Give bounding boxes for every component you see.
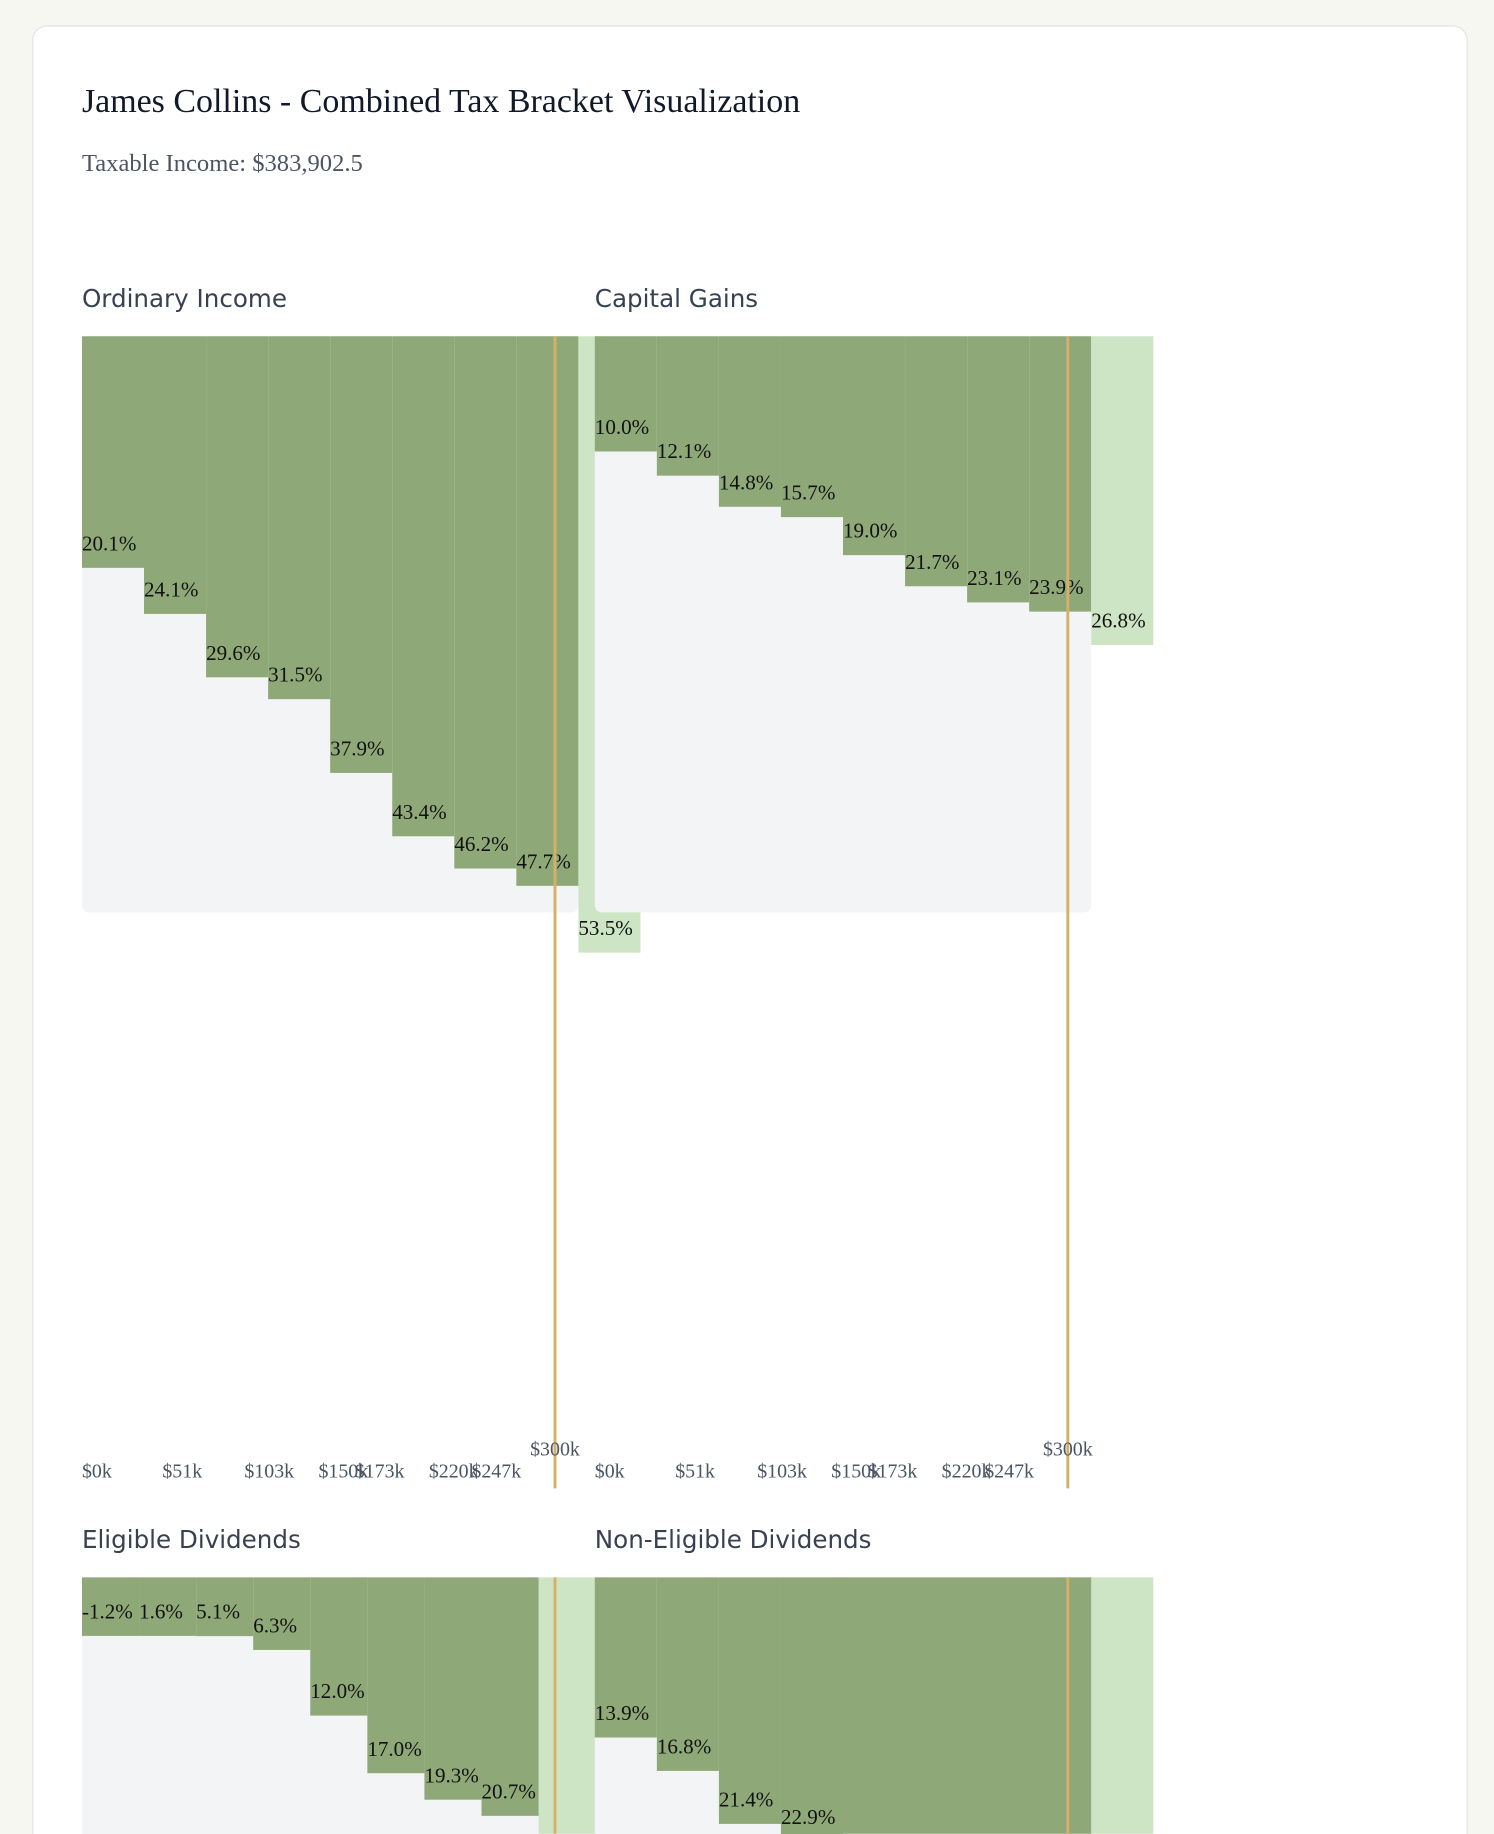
x-tick-label: $0k: [82, 1461, 112, 1483]
x-tick-label: $150k: [318, 1461, 368, 1483]
bar-label: 19.0%: [843, 519, 897, 543]
bracket-bar: [843, 336, 906, 556]
bracket-bar: [367, 1577, 425, 1774]
panel-title: Non-Eligible Dividends: [595, 1525, 872, 1554]
bracket-bar: [905, 336, 968, 587]
x-tick-label: $173k: [868, 1461, 918, 1483]
bar-label: 1.6%: [139, 1599, 183, 1623]
panel-title: Ordinary Income: [82, 284, 287, 313]
x-tick-label: $103k: [757, 1461, 807, 1483]
panel-title: Eligible Dividends: [82, 1525, 301, 1554]
bar-label: 19.3%: [424, 1763, 478, 1787]
bar-label: 24.1%: [144, 578, 198, 602]
x-tick-label: $220k: [942, 1461, 992, 1483]
bar-label: 23.1%: [967, 566, 1021, 590]
bar-label: -1.2%: [82, 1599, 133, 1623]
bracket-bar: [268, 336, 331, 700]
bar-label: 29.6%: [206, 641, 260, 665]
bar-label: 37.9%: [330, 736, 384, 760]
top-bracket: [1091, 1577, 1154, 1834]
bracket-bar: [780, 336, 844, 518]
bar-label: 31.5%: [268, 663, 322, 687]
bar-label: 21.7%: [905, 550, 959, 574]
bracket-bar: [206, 336, 269, 678]
bar-label: 13.9%: [595, 1701, 649, 1725]
bar-label: 20.7%: [482, 1779, 536, 1803]
bracket-bar: [253, 1577, 311, 1650]
bracket-bar: [481, 1577, 539, 1816]
bracket-bar: [967, 336, 1030, 603]
bar-label: 23.9%: [1029, 575, 1083, 599]
bracket-bar: [454, 336, 517, 869]
x-tick-label: $247k: [471, 1461, 521, 1483]
bracket-bar: [424, 1577, 482, 1800]
bar-label: 6.3%: [253, 1614, 297, 1638]
bar-label: 26.8%: [1091, 609, 1145, 633]
x-tick-label: $150k: [831, 1461, 881, 1483]
bar-label: 43.4%: [392, 800, 446, 824]
bracket-bar: [594, 336, 657, 452]
x-tick-label: $220k: [429, 1461, 479, 1483]
bar-label: 22.9%: [781, 1805, 835, 1829]
bracket-bar: [196, 1577, 254, 1637]
bar-label: 17.0%: [367, 1737, 421, 1761]
x-tick-label: $0k: [595, 1461, 625, 1483]
bracket-area: [843, 1577, 1092, 1834]
bar-label: 12.1%: [657, 439, 711, 463]
bracket-bar: [81, 336, 145, 568]
panel-title: Capital Gains: [595, 284, 758, 313]
bracket-bar: [1091, 336, 1154, 646]
bracket-bar: [144, 336, 207, 614]
subtitle: Taxable Income: $383,902.5: [82, 150, 363, 177]
bracket-bar: [310, 1577, 368, 1716]
bar-label: 10.0%: [595, 415, 649, 439]
bracket-bar: [656, 1577, 719, 1771]
bracket-bar: [139, 1577, 197, 1636]
x-tick-label: $247k: [984, 1461, 1034, 1483]
bracket-bar: [594, 1577, 657, 1738]
bracket-bar: [718, 1577, 781, 1824]
bracket-bar: [330, 336, 393, 773]
marker-label: $300k: [1043, 1438, 1093, 1460]
bracket-bar: [780, 1577, 844, 1834]
top-bracket: [538, 1577, 596, 1834]
x-tick-label: $103k: [244, 1461, 294, 1483]
bracket-bar: [392, 336, 455, 837]
bar-label: 47.7%: [516, 849, 570, 873]
bar-label: 14.8%: [719, 470, 773, 494]
bar-label: 15.7%: [781, 481, 835, 505]
bracket-bar: [516, 336, 579, 886]
bar-label: 53.5%: [578, 916, 632, 940]
bracket-bar: [81, 1577, 140, 1636]
bracket-bar: [718, 336, 781, 507]
bracket-bar: [1029, 336, 1092, 612]
bar-label: 16.8%: [657, 1734, 711, 1758]
x-tick-label: $173k: [355, 1461, 405, 1483]
bracket-bar: [656, 336, 719, 476]
bar-label: 20.1%: [82, 531, 136, 555]
bar-label: 46.2%: [454, 832, 508, 856]
x-tick-label: $51k: [162, 1461, 202, 1483]
bar-label: 21.4%: [719, 1787, 773, 1811]
x-tick-label: $51k: [675, 1461, 715, 1483]
bar-label: 12.0%: [310, 1679, 364, 1703]
marker-label: $300k: [530, 1438, 580, 1460]
page-title: James Collins - Combined Tax Bracket Vis…: [82, 83, 800, 120]
bar-label: 5.1%: [196, 1600, 240, 1624]
